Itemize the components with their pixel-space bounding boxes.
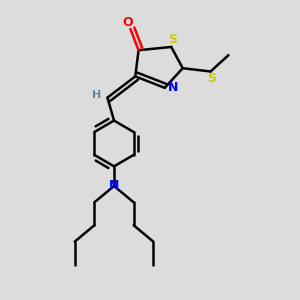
Text: H: H — [92, 90, 101, 100]
Text: S: S — [207, 71, 216, 85]
Text: N: N — [109, 179, 119, 193]
Text: S: S — [168, 33, 177, 46]
Text: O: O — [122, 16, 133, 29]
Text: N: N — [168, 81, 178, 94]
